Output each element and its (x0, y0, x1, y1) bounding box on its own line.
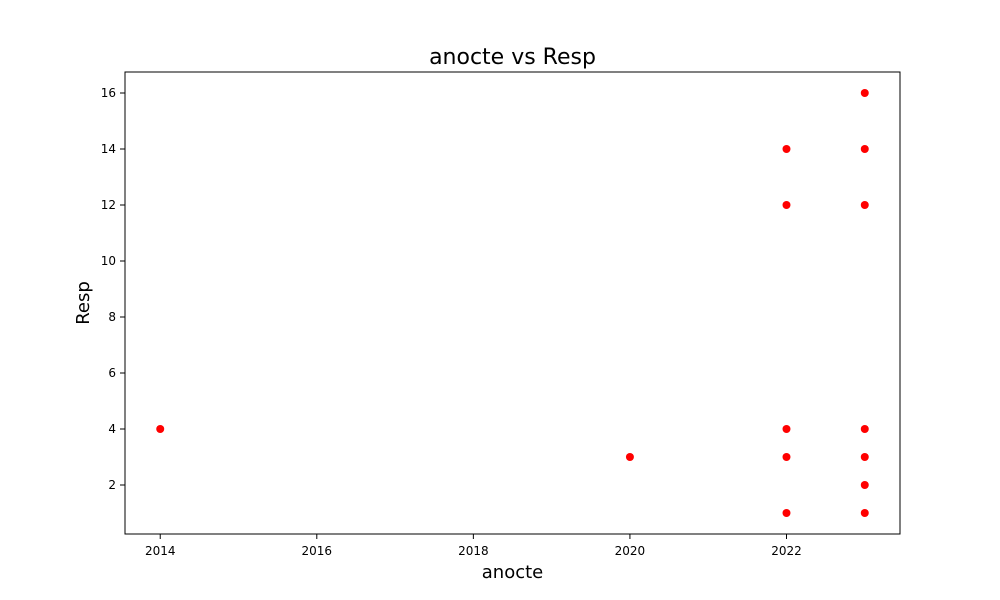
scatter-point (782, 453, 791, 461)
x-tick-label: 2016 (302, 544, 333, 558)
y-tick-label: 12 (101, 198, 116, 212)
scatter-point (860, 453, 869, 461)
data-points (156, 89, 869, 517)
scatter-point (782, 509, 791, 517)
y-tick-label: 2 (108, 478, 116, 492)
x-tick-label: 2018 (458, 544, 489, 558)
scatter-point (860, 425, 869, 433)
plot-frame (124, 71, 901, 535)
scatter-point (625, 453, 634, 461)
scatter-point (860, 89, 869, 97)
scatter-point (860, 509, 869, 517)
y-tick-label: 16 (101, 86, 116, 100)
chart-title: anocte vs Resp (429, 45, 596, 70)
scatter-point (782, 145, 791, 153)
scatter-point (860, 201, 869, 209)
y-tick-label: 10 (101, 254, 116, 268)
scatter-point (860, 481, 869, 489)
x-axis-label: anocte (482, 562, 543, 583)
x-tick-label: 2022 (771, 544, 802, 558)
scatter-point (860, 145, 869, 153)
y-tick-label: 6 (108, 366, 116, 380)
y-tick-label: 8 (108, 310, 116, 324)
y-tick-label: 4 (108, 422, 116, 436)
x-axis: 2014 2016 2018 2020 2022 (145, 534, 802, 558)
scatter-point (782, 425, 791, 433)
y-axis: 2 4 6 8 10 12 14 16 (101, 86, 125, 492)
scatter-point (156, 425, 165, 433)
x-tick-label: 2020 (615, 544, 646, 558)
scatter-point (782, 201, 791, 209)
x-tick-label: 2014 (145, 544, 176, 558)
y-tick-label: 14 (101, 142, 116, 156)
y-axis-label: Resp (73, 281, 94, 325)
